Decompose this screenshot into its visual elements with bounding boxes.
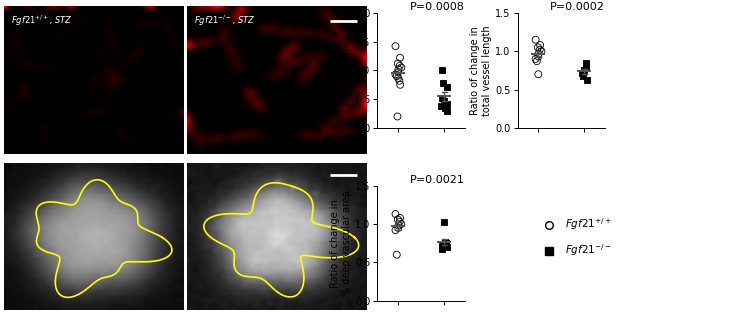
Point — [437, 95, 449, 100]
Point — [577, 73, 589, 78]
Point — [534, 43, 546, 48]
Text: $Fgf21^{-/-}$, STZ: $Fgf21^{-/-}$, STZ — [194, 14, 256, 28]
Point — [435, 68, 447, 73]
Point — [438, 98, 450, 103]
Point — [394, 219, 406, 224]
Point — [392, 67, 404, 72]
Point — [576, 70, 588, 75]
Y-axis label: Ratio of change in
total vessel length: Ratio of change in total vessel length — [470, 25, 493, 116]
Point — [395, 65, 407, 70]
Legend: $Fgf21^{+/+}$, $Fgf21^{-/-}$: $Fgf21^{+/+}$, $Fgf21^{-/-}$ — [534, 212, 616, 263]
Point — [437, 242, 449, 247]
Point — [437, 81, 449, 86]
Point — [533, 72, 545, 77]
Point — [439, 105, 451, 110]
Point — [394, 215, 406, 220]
Point — [389, 72, 401, 77]
Point — [533, 54, 545, 59]
Point — [581, 77, 593, 82]
Point — [441, 84, 453, 89]
Point — [392, 61, 404, 66]
Point — [437, 246, 449, 251]
Point — [438, 219, 450, 224]
Point — [580, 64, 592, 69]
Point — [441, 244, 453, 250]
Y-axis label: Ratio of change in
no. of meshes: Ratio of change in no. of meshes — [330, 26, 352, 115]
Point — [440, 239, 452, 244]
Point — [580, 60, 592, 65]
Point — [394, 82, 406, 87]
Text: P=0.0008: P=0.0008 — [410, 2, 465, 12]
Point — [392, 114, 404, 119]
Text: $Fgf21^{+/+}$, STZ: $Fgf21^{+/+}$, STZ — [11, 14, 73, 28]
Point — [577, 68, 589, 73]
Point — [391, 252, 403, 257]
Point — [531, 59, 543, 64]
Point — [392, 217, 404, 222]
Point — [437, 244, 449, 249]
Point — [435, 243, 447, 248]
Point — [532, 45, 544, 50]
Point — [534, 47, 546, 52]
Point — [393, 78, 405, 83]
Point — [392, 223, 404, 228]
Y-axis label: Ratio of change in
% deep vascular area: Ratio of change in % deep vascular area — [330, 190, 352, 296]
Point — [530, 37, 542, 42]
Point — [392, 69, 404, 75]
Point — [441, 101, 453, 106]
Point — [530, 56, 542, 61]
Point — [394, 55, 406, 60]
Text: P=0.0002: P=0.0002 — [551, 2, 605, 12]
Point — [441, 108, 453, 113]
Point — [389, 212, 401, 217]
Point — [394, 63, 406, 68]
Point — [536, 49, 548, 54]
Point — [395, 221, 407, 227]
Point — [391, 74, 403, 79]
Point — [392, 225, 404, 230]
Text: P=0.0021: P=0.0021 — [410, 175, 465, 185]
Point — [533, 51, 545, 56]
Point — [435, 104, 447, 109]
Point — [392, 75, 404, 80]
Point — [440, 241, 452, 246]
Point — [389, 44, 401, 49]
Point — [389, 228, 401, 233]
